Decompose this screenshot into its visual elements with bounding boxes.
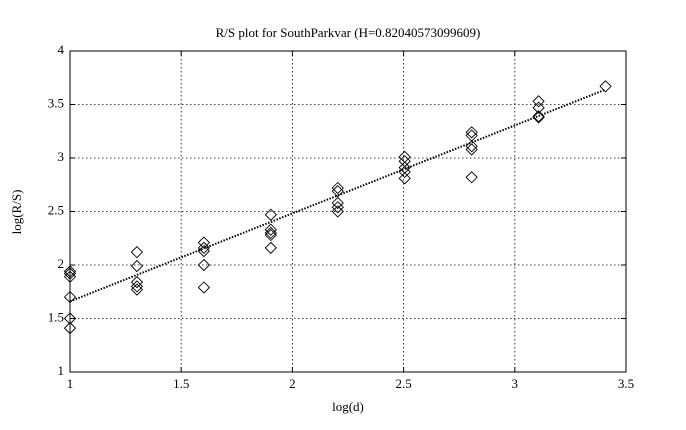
point [331,181,344,195]
x-tick-label: 1 [67,376,74,391]
point [130,246,144,259]
point [130,280,144,293]
fit-line [69,88,606,303]
point [398,150,411,164]
point [264,223,277,236]
point [465,171,478,184]
x-tick-label: 2.5 [395,376,411,391]
point [130,275,144,289]
point [264,208,277,221]
point [331,185,344,198]
y-tick-label: 3 [58,149,65,164]
point [63,265,77,278]
point [63,267,77,280]
point [532,95,545,108]
point [63,312,77,325]
y-tick-label: 3.5 [48,95,64,110]
point [465,129,478,142]
y-axis-label: log(R/S) [9,190,24,235]
point [63,321,77,335]
chart-title: R/S plot for SouthParkvar (H=0.820405730… [216,25,481,40]
point [532,101,545,114]
point [264,241,277,255]
point [63,290,77,304]
x-tick-label: 3.5 [618,376,634,391]
point [465,140,478,153]
y-tick-label: 2 [58,256,65,271]
point [465,143,478,156]
point [197,281,211,294]
y-tick-label: 2.5 [48,202,64,217]
x-tick-label: 1.5 [173,376,189,391]
point [264,226,277,240]
y-tick-label: 1 [58,363,65,378]
point [264,228,277,242]
x-tick-label: 3 [512,376,519,391]
point [398,155,411,168]
x-tick-label: 2 [289,376,296,391]
point [63,270,77,283]
point [398,165,411,179]
y-tick-label: 1.5 [48,309,64,324]
point [331,205,344,218]
y-tick-label: 4 [58,42,65,57]
point [130,283,144,296]
x-axis-label: log(d) [332,399,364,414]
point [197,258,211,272]
point [331,201,344,214]
point [331,196,344,210]
plot-frame [69,50,627,373]
point [197,244,211,258]
point [465,126,478,139]
point [599,80,612,93]
point [398,172,411,185]
point [130,259,144,273]
